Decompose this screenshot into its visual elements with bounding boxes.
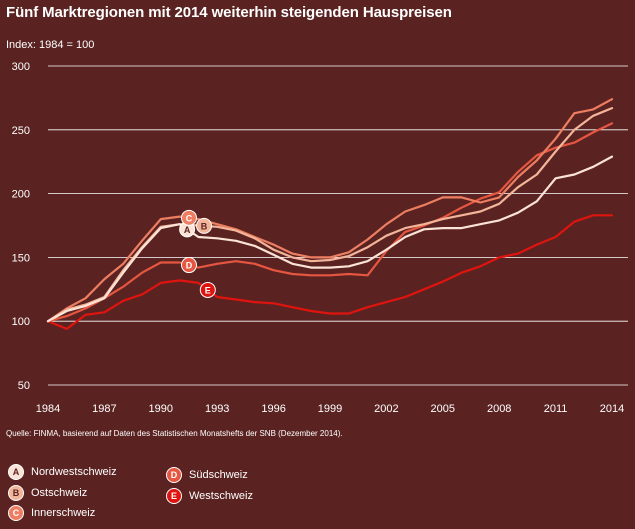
legend-label: Nordwestschweiz bbox=[31, 465, 117, 478]
legend-item-b: B Ostschweiz bbox=[8, 484, 87, 501]
y-tick-label: 50 bbox=[18, 380, 30, 392]
series-line-d bbox=[46, 122, 614, 323]
series-marker-letter: B bbox=[201, 221, 208, 231]
series-marker-letter: E bbox=[205, 285, 211, 295]
series-marker-circle bbox=[196, 217, 213, 234]
legend-item-c: C Innerschweiz bbox=[8, 504, 95, 521]
series-marker-b: B bbox=[196, 217, 213, 234]
line-chart: 50 100 150 200 250 300 1984 1987 1990 1993 1996 199… bbox=[12, 61, 628, 415]
x-tick-label: 2011 bbox=[544, 403, 568, 415]
legend-item-e: E Westschweiz bbox=[166, 487, 253, 504]
series-line-c bbox=[46, 98, 614, 323]
series-marker-c: C bbox=[181, 209, 197, 226]
source-note: Quelle: FINMA, basierend auf Daten des S… bbox=[6, 429, 343, 438]
legend-badge: E bbox=[166, 487, 182, 504]
series-marker-d: D bbox=[181, 257, 197, 274]
y-tick-label: 100 bbox=[12, 316, 30, 328]
legend-label: Südschweiz bbox=[189, 468, 248, 481]
legend-label: Ostschweiz bbox=[31, 486, 88, 499]
legend-badge: A bbox=[8, 463, 24, 480]
series-marker-circle bbox=[181, 209, 197, 226]
x-tick-label: 2008 bbox=[487, 403, 511, 415]
x-tick-label: 1999 bbox=[318, 403, 342, 415]
legend-item-a: A Nordwestschweiz bbox=[8, 463, 117, 480]
x-tick-label: 1996 bbox=[261, 403, 285, 415]
series-marker-circle bbox=[181, 257, 197, 274]
y-tick-label: 200 bbox=[12, 189, 30, 201]
x-tick-label: 2014 bbox=[600, 403, 624, 415]
y-tick-label: 300 bbox=[12, 61, 30, 73]
series-marker-letter: D bbox=[186, 261, 193, 271]
y-tick-label: 150 bbox=[12, 252, 30, 264]
legend-label: Innerschweiz bbox=[31, 506, 96, 519]
legend-label: Westschweiz bbox=[189, 489, 253, 502]
legend-badge: B bbox=[8, 484, 24, 501]
x-tick-label: 2005 bbox=[431, 403, 455, 415]
legend-item-d: D Südschweiz bbox=[166, 466, 248, 483]
legend-badge: D bbox=[166, 466, 182, 483]
x-tick-label: 1990 bbox=[149, 403, 173, 415]
x-tick-label: 1987 bbox=[92, 403, 116, 415]
series-line-a bbox=[46, 155, 614, 323]
series-marker-letter: C bbox=[186, 213, 193, 223]
series-marker-e: E bbox=[199, 281, 216, 298]
series-line-e bbox=[46, 214, 614, 330]
x-tick-label: 1984 bbox=[36, 403, 60, 415]
y-tick-label: 250 bbox=[12, 125, 30, 137]
x-tick-label: 2002 bbox=[374, 403, 398, 415]
y-axis-label: Index: 1984 = 100 bbox=[6, 39, 95, 51]
series-marker-circle bbox=[199, 281, 216, 298]
series-marker-letter: A bbox=[184, 225, 191, 235]
x-tick-label: 1993 bbox=[205, 403, 229, 415]
chart-title: Fünf Marktregionen mit 2014 weiterhin st… bbox=[6, 4, 452, 21]
legend-badge: C bbox=[8, 504, 24, 521]
series-line-b bbox=[46, 106, 614, 323]
